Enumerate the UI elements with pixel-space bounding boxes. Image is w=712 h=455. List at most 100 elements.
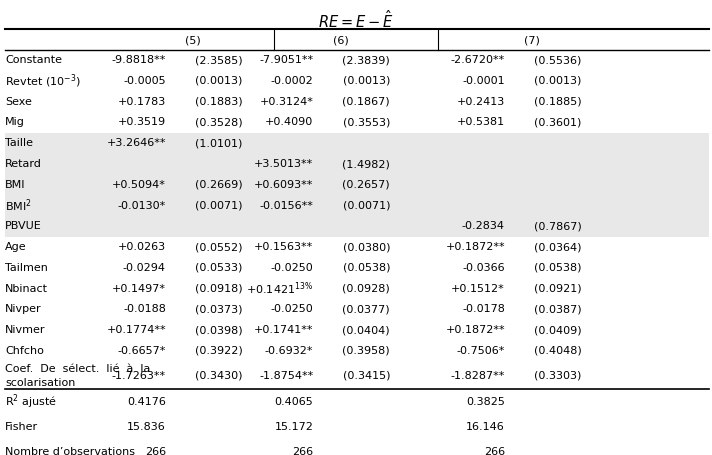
Text: Retard: Retard [5, 159, 42, 169]
Text: (0.0013): (0.0013) [534, 76, 582, 86]
Text: (0.7867): (0.7867) [534, 221, 582, 231]
Text: (0.3415): (0.3415) [342, 371, 390, 381]
Text: (0.0071): (0.0071) [342, 201, 390, 211]
Text: +0.3519: +0.3519 [117, 117, 166, 127]
Text: Nbinact: Nbinact [5, 283, 48, 293]
Text: R$^2$ ajusté: R$^2$ ajusté [5, 393, 57, 411]
Text: (0.0013): (0.0013) [342, 76, 390, 86]
Text: (0.1885): (0.1885) [534, 97, 582, 107]
Text: 15.172: 15.172 [275, 422, 313, 432]
Text: BMI$^2$: BMI$^2$ [5, 197, 32, 214]
Text: (0.3430): (0.3430) [195, 371, 243, 381]
Text: (0.0533): (0.0533) [195, 263, 243, 273]
Text: (6): (6) [333, 35, 348, 46]
Text: -0.0130*: -0.0130* [117, 201, 166, 211]
Text: Taille: Taille [5, 138, 33, 148]
Text: -0.7506*: -0.7506* [456, 346, 505, 356]
Text: 0.3825: 0.3825 [466, 397, 505, 407]
Text: Constante: Constante [5, 55, 62, 65]
Text: (7): (7) [524, 35, 540, 46]
Text: scolarisation: scolarisation [5, 378, 75, 388]
Text: (0.0364): (0.0364) [534, 242, 582, 252]
Text: +0.6093**: +0.6093** [254, 180, 313, 190]
Text: +0.1497*: +0.1497* [112, 283, 166, 293]
Text: +0.5381: +0.5381 [457, 117, 505, 127]
Text: (2.3585): (2.3585) [195, 55, 243, 65]
Text: 0.4176: 0.4176 [127, 397, 166, 407]
Bar [5, 195, 709, 216]
Text: -0.0156**: -0.0156** [260, 201, 313, 211]
Text: -0.0002: -0.0002 [271, 76, 313, 86]
Text: -0.6657*: -0.6657* [117, 346, 166, 356]
Text: (0.0377): (0.0377) [342, 304, 390, 314]
Text: Coef.  De  sélect.  lié  à  la: Coef. De sélect. lié à la [5, 364, 150, 374]
Text: (0.3553): (0.3553) [342, 117, 390, 127]
Text: (0.0404): (0.0404) [342, 325, 390, 335]
Text: 266: 266 [145, 447, 166, 455]
Text: -0.6932*: -0.6932* [265, 346, 313, 356]
Text: (2.3839): (2.3839) [342, 55, 390, 65]
Text: -0.0294: -0.0294 [123, 263, 166, 273]
Text: +3.2646**: +3.2646** [106, 138, 166, 148]
Text: (0.0373): (0.0373) [195, 304, 243, 314]
Text: -0.0178: -0.0178 [462, 304, 505, 314]
Text: +3.5013**: +3.5013** [254, 159, 313, 169]
Text: (1.0101): (1.0101) [195, 138, 243, 148]
Text: +0.1872**: +0.1872** [445, 325, 505, 335]
Text: -0.0250: -0.0250 [271, 263, 313, 273]
Text: +0.1563**: +0.1563** [254, 242, 313, 252]
Text: -1.8754**: -1.8754** [259, 371, 313, 381]
Text: (0.0538): (0.0538) [342, 263, 390, 273]
Text: -9.8818**: -9.8818** [112, 55, 166, 65]
Text: +0.1512*: +0.1512* [451, 283, 505, 293]
Text: -0.0001: -0.0001 [462, 76, 505, 86]
Text: (0.2657): (0.2657) [342, 180, 390, 190]
Text: Nivper: Nivper [5, 304, 41, 314]
Text: -2.6720**: -2.6720** [451, 55, 505, 65]
Text: -1.8287**: -1.8287** [451, 371, 505, 381]
Text: +0.1872**: +0.1872** [445, 242, 505, 252]
Text: (0.3601): (0.3601) [534, 117, 582, 127]
Text: Mig: Mig [5, 117, 25, 127]
Text: (0.0387): (0.0387) [534, 304, 582, 314]
Text: (0.0380): (0.0380) [342, 242, 390, 252]
Text: (0.0928): (0.0928) [342, 283, 390, 293]
Text: Fisher: Fisher [5, 422, 38, 432]
Text: 15.836: 15.836 [127, 422, 166, 432]
Text: +0.1783: +0.1783 [117, 97, 166, 107]
Text: -7.9051**: -7.9051** [259, 55, 313, 65]
Text: +0.1774**: +0.1774** [106, 325, 166, 335]
Text: (0.5536): (0.5536) [534, 55, 582, 65]
Text: (0.0552): (0.0552) [195, 242, 243, 252]
Text: (0.1867): (0.1867) [342, 97, 390, 107]
Text: (0.0409): (0.0409) [534, 325, 582, 335]
Bar [5, 216, 709, 237]
Text: (0.0013): (0.0013) [195, 76, 243, 86]
Bar [5, 174, 709, 195]
Text: (5): (5) [185, 35, 201, 46]
Text: 266: 266 [293, 447, 313, 455]
Text: Chfcho: Chfcho [5, 346, 44, 356]
Text: 266: 266 [484, 447, 505, 455]
Text: (0.2669): (0.2669) [195, 180, 243, 190]
Text: (0.4048): (0.4048) [534, 346, 582, 356]
Text: 0.4065: 0.4065 [275, 397, 313, 407]
Text: Age: Age [5, 242, 26, 252]
Text: (0.0071): (0.0071) [195, 201, 243, 211]
Text: Sexe: Sexe [5, 97, 32, 107]
Text: (0.3958): (0.3958) [342, 346, 390, 356]
Text: (0.0918): (0.0918) [195, 283, 243, 293]
Text: +0.1741**: +0.1741** [254, 325, 313, 335]
Text: +0.2413: +0.2413 [456, 97, 505, 107]
Text: 16.146: 16.146 [466, 422, 505, 432]
Text: +0.5094*: +0.5094* [112, 180, 166, 190]
Bar [5, 133, 709, 154]
Text: -0.0366: -0.0366 [462, 263, 505, 273]
Text: +0.1421$^{13\%}$: +0.1421$^{13\%}$ [246, 280, 313, 297]
Text: Nivmer: Nivmer [5, 325, 46, 335]
Text: Tailmen: Tailmen [5, 263, 48, 273]
Text: -0.0188: -0.0188 [123, 304, 166, 314]
Text: (0.3303): (0.3303) [534, 371, 582, 381]
Text: -1.7263**: -1.7263** [112, 371, 166, 381]
Text: +0.0263: +0.0263 [117, 242, 166, 252]
